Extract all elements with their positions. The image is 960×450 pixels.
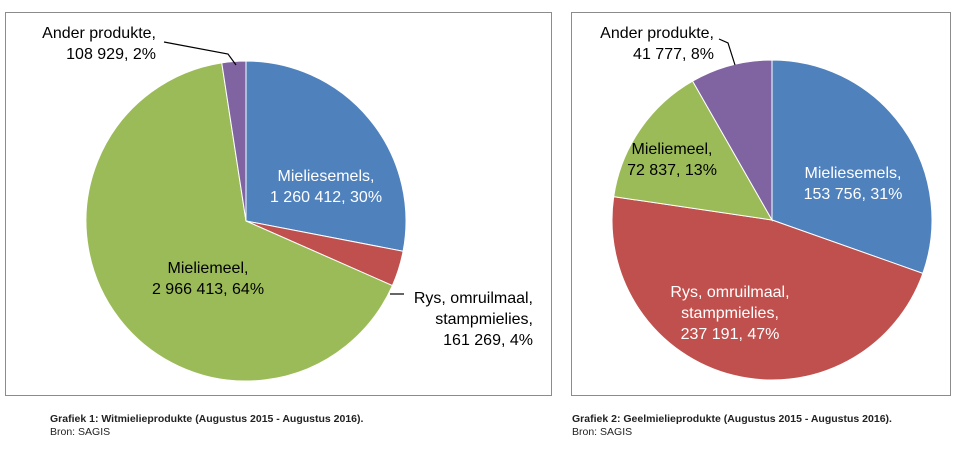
- leader-line-0: [163, 41, 237, 66]
- data-label-semels: 153 756, 31%: [804, 186, 903, 203]
- data-label-ander: 41 777, 8%: [633, 46, 714, 63]
- data-label-semels: Mieliesemels,: [278, 168, 375, 185]
- data-label-meel: Mieliemeel,: [632, 141, 713, 158]
- pie-slice-2: [613, 80, 773, 221]
- pie-chart-geelmielie: Mieliesemels, 153 756, 31% Mieliemeel, 72 8…: [600, 25, 933, 381]
- caption-title: Grafiek 2: Geelmielieprodukte (Augustus …: [572, 413, 892, 425]
- chart-panel-geelmielie: Mieliesemels, 153 756, 31% Mieliemeel, 72 8…: [571, 12, 951, 396]
- data-label-rys: stampmielies,: [435, 311, 533, 328]
- pie-slice-0: [245, 60, 407, 252]
- data-label-semels: Mieliesemels,: [805, 165, 902, 182]
- pie-chart-witmielie: Mieliesemels, 1 260 412, 30% Mieliemeel, 2 …: [42, 25, 533, 382]
- pie-slice-0: [771, 59, 933, 275]
- data-label-meel: Mieliemeel,: [168, 260, 249, 277]
- data-label-rys: Rys, omruilmaal,: [414, 290, 533, 307]
- data-label-rys: Rys, omruilmaal,: [670, 284, 789, 301]
- data-label-ander: 108 929, 2%: [66, 46, 156, 63]
- chart-panel-witmielie: Mieliesemels, 1 260 412, 30% Mieliemeel, 2 …: [5, 12, 552, 396]
- pie-slice-2: [85, 62, 394, 382]
- caption-source: Bron: SAGIS: [50, 426, 111, 438]
- data-label-ander: Ander produkte,: [42, 25, 156, 42]
- caption-title: Grafiek 1: Witmielieprodukte (Augustus 2…: [50, 413, 364, 425]
- data-label-rys: stampmielies,: [681, 305, 779, 322]
- data-label-semels: 1 260 412, 30%: [270, 189, 382, 206]
- data-label-rys: 237 191, 47%: [681, 326, 780, 343]
- pie-slice-3: [691, 59, 773, 222]
- caption-chart-1: Grafiek 1: Witmielieprodukte (Augustus 2…: [50, 413, 363, 439]
- data-label-ander: Ander produkte,: [600, 25, 714, 42]
- data-label-rys: 161 269, 4%: [443, 332, 533, 349]
- data-label-meel: 72 837, 13%: [627, 162, 717, 179]
- leader-line-0: [718, 38, 736, 66]
- caption-chart-2: Grafiek 2: Geelmielieprodukte (Augustus …: [572, 413, 892, 439]
- pie-slice-1: [611, 196, 924, 381]
- data-label-meel: 2 966 413, 64%: [152, 281, 264, 298]
- caption-source: Bron: SAGIS: [572, 426, 633, 438]
